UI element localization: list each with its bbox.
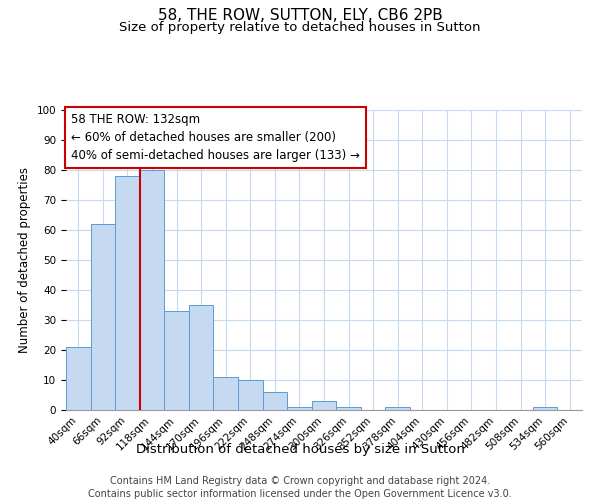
Text: Contains public sector information licensed under the Open Government Licence v3: Contains public sector information licen… bbox=[88, 489, 512, 499]
Bar bbox=[164, 311, 189, 410]
Text: 58, THE ROW, SUTTON, ELY, CB6 2PB: 58, THE ROW, SUTTON, ELY, CB6 2PB bbox=[158, 8, 442, 22]
Bar bbox=[214, 377, 238, 410]
Text: 58 THE ROW: 132sqm
← 60% of detached houses are smaller (200)
40% of semi-detach: 58 THE ROW: 132sqm ← 60% of detached hou… bbox=[71, 113, 360, 162]
Bar bbox=[336, 407, 361, 410]
Bar bbox=[533, 407, 557, 410]
Bar bbox=[312, 401, 336, 410]
Bar bbox=[238, 380, 263, 410]
Bar bbox=[189, 305, 214, 410]
Y-axis label: Number of detached properties: Number of detached properties bbox=[18, 167, 31, 353]
Bar bbox=[140, 170, 164, 410]
Bar bbox=[91, 224, 115, 410]
Bar bbox=[115, 176, 140, 410]
Text: Size of property relative to detached houses in Sutton: Size of property relative to detached ho… bbox=[119, 21, 481, 34]
Bar bbox=[263, 392, 287, 410]
Bar bbox=[287, 407, 312, 410]
Bar bbox=[66, 347, 91, 410]
Text: Distribution of detached houses by size in Sutton: Distribution of detached houses by size … bbox=[136, 442, 464, 456]
Bar bbox=[385, 407, 410, 410]
Text: Contains HM Land Registry data © Crown copyright and database right 2024.: Contains HM Land Registry data © Crown c… bbox=[110, 476, 490, 486]
